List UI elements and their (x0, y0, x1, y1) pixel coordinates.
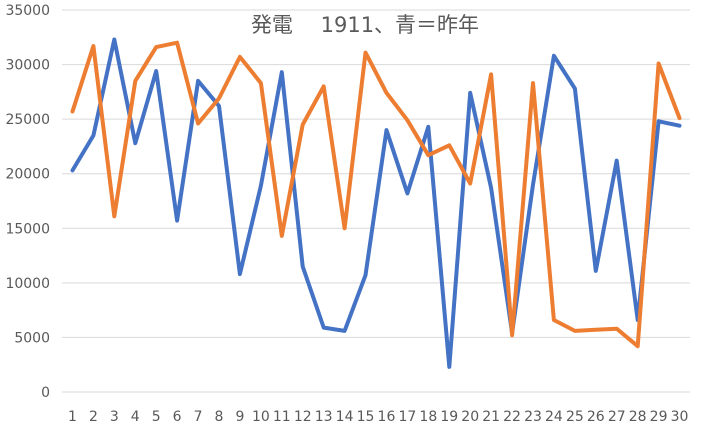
y-tick-label: 30000 (5, 58, 50, 74)
x-tick-label: 19 (440, 409, 458, 425)
y-tick-label: 5000 (14, 330, 50, 346)
series-lines (72, 39, 679, 367)
x-tick-label: 15 (357, 409, 375, 425)
x-tick-label: 30 (671, 409, 689, 425)
y-axis-tick-labels: 0 5000 10000 15000 20000 25000 30000 35000 (5, 3, 50, 401)
x-tick-label: 13 (315, 409, 333, 425)
x-tick-label: 11 (273, 409, 291, 425)
x-tick-label: 17 (398, 409, 416, 425)
x-tick-label: 22 (503, 409, 521, 425)
x-tick-label: 3 (110, 409, 119, 425)
x-tick-label: 6 (173, 409, 182, 425)
x-tick-label: 28 (629, 409, 647, 425)
chart-title: 発電 1911、青＝昨年 (251, 13, 479, 37)
x-tick-label: 25 (566, 409, 584, 425)
y-tick-label: 15000 (5, 221, 50, 237)
y-tick-label: 25000 (5, 112, 50, 128)
x-tick-label: 23 (524, 409, 542, 425)
y-tick-label: 0 (41, 385, 50, 401)
x-tick-label: 10 (252, 409, 270, 425)
series-line (73, 40, 680, 367)
x-tick-label: 7 (194, 409, 203, 425)
x-tick-label: 29 (650, 409, 668, 425)
x-tick-label: 9 (235, 409, 244, 425)
y-tick-label: 20000 (5, 167, 50, 183)
x-tick-label: 4 (131, 409, 140, 425)
x-tick-label: 18 (419, 409, 437, 425)
x-tick-label: 21 (482, 409, 500, 425)
x-tick-label: 27 (608, 409, 626, 425)
x-tick-label: 5 (152, 409, 161, 425)
x-tick-label: 20 (461, 409, 479, 425)
x-tick-label: 16 (378, 409, 396, 425)
y-tick-label: 10000 (5, 276, 50, 292)
x-tick-label: 14 (336, 409, 354, 425)
x-tick-label: 2 (89, 409, 98, 425)
y-tick-label: 35000 (5, 3, 50, 19)
x-tick-label: 26 (587, 409, 605, 425)
x-tick-label: 1 (68, 409, 77, 425)
x-tick-label: 8 (215, 409, 224, 425)
x-tick-label: 12 (294, 409, 312, 425)
series-1 (72, 39, 679, 367)
x-tick-label: 24 (545, 409, 563, 425)
